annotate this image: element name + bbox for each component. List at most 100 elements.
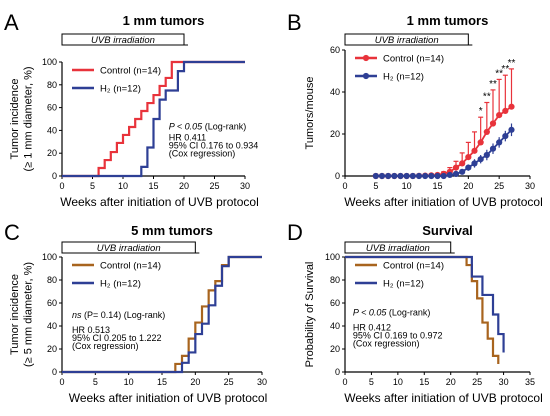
stat-annotation-main: (Cox regression) (353, 339, 420, 349)
x-tick-label: 15 (432, 181, 442, 191)
y-tick-label: 80 (47, 275, 57, 285)
stat-annotation-main: HR 0.411 (169, 133, 206, 143)
stat-annotation: ns (P= 0.14) (Log-rank) (72, 310, 165, 320)
legend-label: Control (n=14) (100, 261, 161, 272)
y-axis-label-line: Tumor incidence (9, 79, 21, 160)
x-tick-label: 0 (342, 181, 347, 191)
y-tick-label: 60 (330, 45, 340, 55)
stat-annotation-main: P < 0.05 (353, 308, 387, 318)
y-tick-label: 100 (42, 57, 57, 67)
data-point (459, 168, 466, 175)
banner-label: UVB irradiation (366, 243, 430, 254)
stat-annotation: 95% CI 0.176 to 0.934 (169, 141, 259, 151)
panel-title: 1 mm tumors (123, 13, 205, 28)
y-axis-label-line: (≥ 1 mm diameter, %) (22, 66, 34, 171)
stat-annotation: HR 0.411 (169, 133, 206, 143)
banner-box (61, 241, 196, 254)
significance-mark: ** (483, 92, 491, 103)
x-tick-label: 5 (373, 181, 378, 191)
x-tick-label: 0 (342, 377, 347, 387)
data-point (471, 147, 478, 154)
y-axis-label: Tumor incidence(≥ 5 mm diameter, %) (9, 262, 34, 367)
data-point (446, 171, 453, 179)
y-tick-label: 20 (330, 129, 340, 139)
y-axis-label-line: Probability of Survival (304, 262, 316, 368)
panel-title: 1 mm tumors (407, 13, 489, 28)
y-axis-label-line: (≥ 5 mm diameter, %) (22, 262, 34, 367)
data-point (496, 112, 503, 119)
stat-annotation: (Cox regression) (72, 341, 139, 351)
y-axis-label: Tumor incidence(≥ 1 mm diameter, %) (9, 66, 34, 171)
series-h2 (372, 123, 515, 180)
series-step-line (62, 60, 245, 178)
data-point (483, 128, 490, 135)
panel-c: C 5 mm tumors UVB irradiation 0 5 10 15 20 25 30 0… (4, 220, 267, 405)
stat-annotation-main: (Cox regression) (72, 341, 139, 351)
x-tick-label: 20 (190, 377, 200, 387)
stat-annotation: HR 0.412 (353, 323, 391, 333)
stat-annotation-main: ns (72, 310, 82, 320)
stat-annotation: 95% CI 0.205 to 1.222 (72, 333, 162, 343)
stat-annotation-rest: (P= 0.14) (Log-rank) (82, 310, 166, 320)
data-point (422, 172, 429, 180)
panel-title: 5 mm tumors (131, 223, 213, 238)
stat-annotation: (Cox regression) (169, 149, 236, 159)
series-h2 (62, 60, 245, 178)
data-point (378, 172, 386, 180)
x-tick-label: 15 (148, 181, 158, 191)
x-tick-label: 20 (179, 181, 189, 191)
panel-letter: C (4, 220, 20, 245)
panel-letter: A (4, 10, 19, 35)
y-tick-label: 100 (325, 252, 340, 262)
y-tick-label: 80 (330, 275, 340, 285)
data-point (403, 172, 410, 180)
stat-annotation: P < 0.05 (Log-rank) (353, 308, 430, 318)
stat-annotation-main: HR 0.412 (353, 323, 391, 333)
y-axis-label-line: Tumors/mouse (304, 77, 316, 150)
data-point (385, 172, 392, 180)
legend-label: H₂ (n=12) (383, 279, 424, 290)
y-tick-label: 20 (47, 148, 57, 158)
x-tick-label: 30 (257, 377, 267, 387)
y-axis-label-line: Tumor incidence (9, 274, 21, 355)
x-tick-label: 25 (224, 377, 234, 387)
data-point (508, 126, 515, 133)
series-step-line (62, 255, 262, 374)
data-point (452, 164, 460, 171)
data-point (508, 103, 515, 110)
y-tick-label: 0 (52, 171, 57, 181)
data-point (502, 133, 509, 140)
stat-annotation-main: P < 0.05 (169, 121, 203, 131)
x-axis-label: Weeks after initiation of UVB protocol (344, 195, 543, 209)
series-step-line (345, 255, 500, 364)
significance-mark: ** (501, 64, 509, 75)
x-tick-label: 30 (499, 377, 509, 387)
panel-title: Survival (422, 223, 473, 238)
x-axis-label: Weeks after initiation of UVB protocol (344, 391, 543, 405)
significance-mark: ** (495, 68, 503, 79)
series-control (345, 255, 500, 364)
x-tick-label: 10 (402, 181, 412, 191)
y-tick-label: 100 (42, 252, 57, 262)
stat-annotation: 95% CI 0.169 to 0.972 (353, 331, 443, 341)
series-h2 (345, 255, 505, 353)
legend-label: Control (n=14) (383, 54, 444, 65)
y-tick-label: 20 (330, 344, 340, 354)
legend-marker (362, 54, 370, 62)
y-tick-label: 80 (47, 80, 57, 90)
stat-annotation-rest: (Log-rank) (202, 121, 246, 131)
data-point (465, 164, 472, 171)
x-tick-label: 15 (419, 377, 429, 387)
data-point (397, 172, 404, 180)
stat-annotation-main: 95% CI 0.169 to 0.972 (353, 331, 443, 341)
stat-annotation: (Cox regression) (353, 339, 420, 349)
x-tick-label: 5 (369, 377, 374, 387)
panel-b: B 1 mm tumors UVB irradiation 0 5 10 15 20 25 30 0… (287, 10, 543, 209)
legend-label: Control (n=14) (100, 66, 161, 77)
series-line (375, 105, 513, 177)
x-tick-label: 10 (118, 181, 128, 191)
data-point (471, 160, 478, 167)
data-point (483, 151, 490, 159)
legend-label: H₂ (n=12) (100, 84, 141, 95)
